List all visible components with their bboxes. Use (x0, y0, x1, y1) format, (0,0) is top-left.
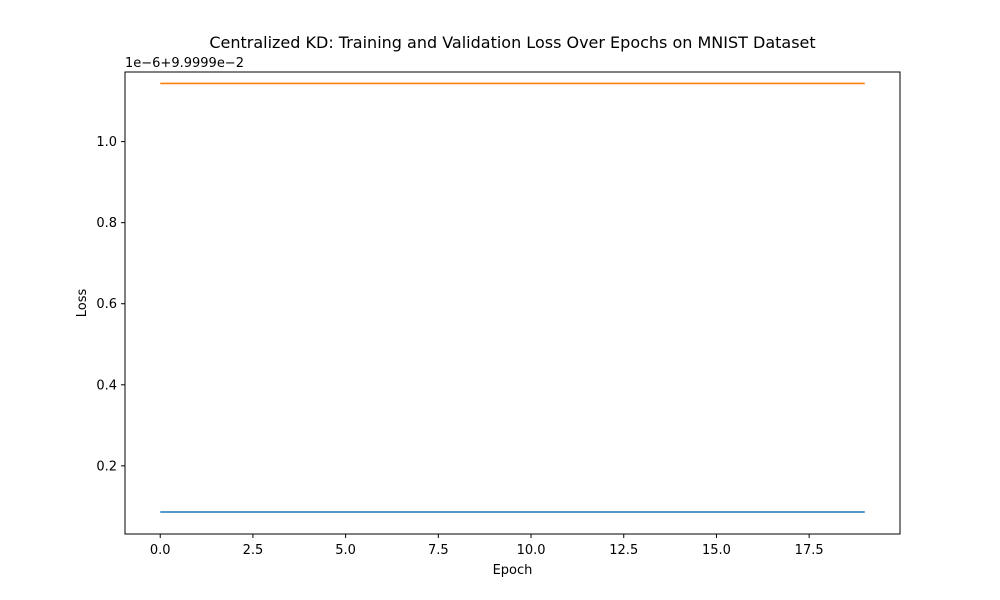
x-axis-label: Epoch (493, 563, 533, 578)
y-tick-label: 0.2 (96, 459, 117, 474)
y-axis-label: Loss (75, 289, 90, 318)
y-axis-offset-label: 1e−6+9.9999e−2 (125, 56, 244, 71)
x-tick-label: 12.5 (609, 543, 638, 558)
x-tick-label: 2.5 (243, 543, 264, 558)
plot-frame (124, 71, 901, 535)
x-tick-label: 0.0 (150, 543, 171, 558)
x-tick-label: 5.0 (335, 543, 356, 558)
x-tick-label: 17.5 (795, 543, 824, 558)
x-tick-label: 15.0 (702, 543, 731, 558)
y-tick-label: 1.0 (96, 135, 117, 150)
y-tick-label: 0.6 (96, 297, 117, 312)
x-tick-label: 10.0 (517, 543, 546, 558)
chart-title: Centralized KD: Training and Validation … (209, 33, 815, 52)
x-tick-label: 7.5 (428, 543, 449, 558)
plot-area: 0.0 2.5 5.0 7.5 10.0 12.5 15.0 17.5 0.2 0.4 0.6 0.8… (96, 82, 865, 558)
y-tick-label: 0.4 (96, 378, 117, 393)
y-tick-label: 0.8 (96, 216, 117, 231)
